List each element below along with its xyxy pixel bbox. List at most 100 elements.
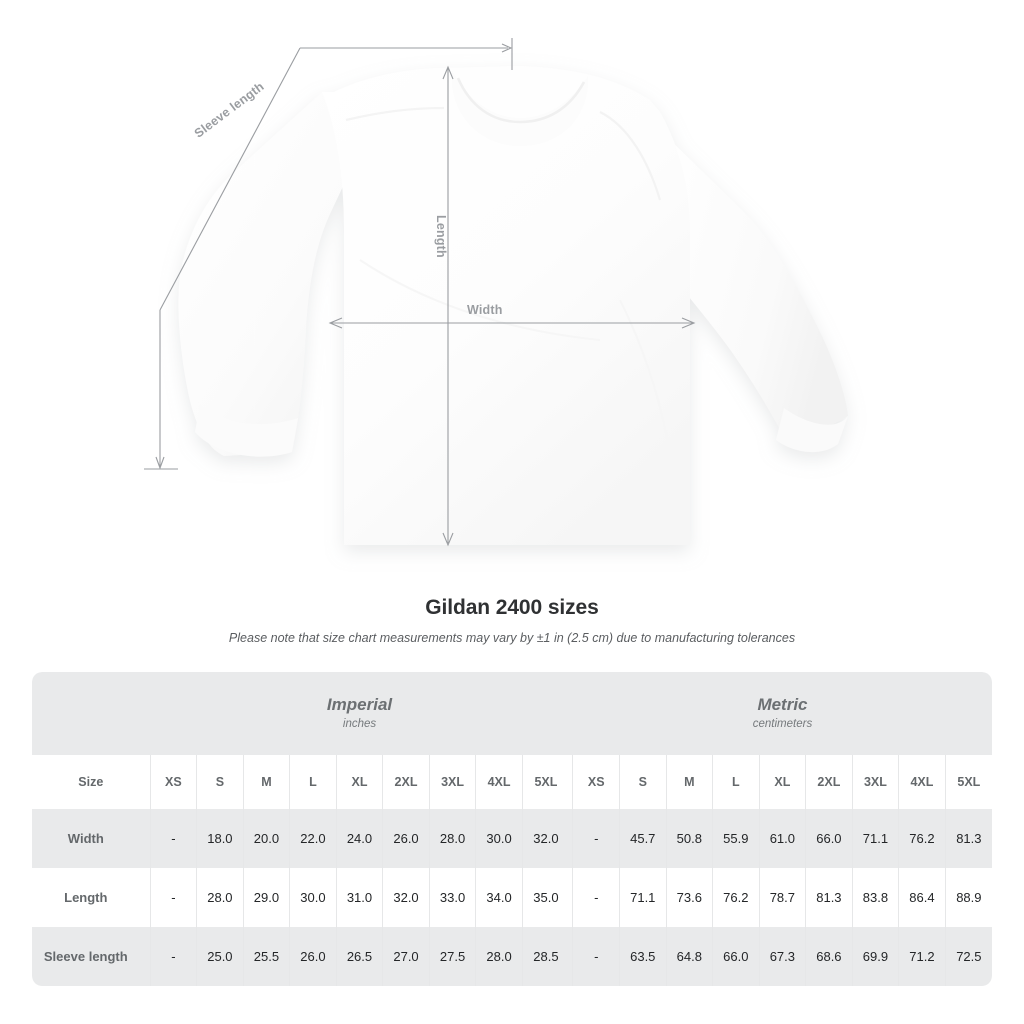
left-cuff	[195, 404, 298, 457]
cell-length-imperial-l: 30.0	[289, 868, 337, 927]
cell-sleeve-length-metric-l: 66.0	[712, 927, 760, 986]
length-label: Length	[434, 215, 448, 258]
cell-width-metric-l: 55.9	[712, 809, 760, 868]
cell-length-imperial-2xl: 32.0	[382, 868, 430, 927]
length-arrowhead-up	[442, 65, 454, 80]
collar-inner	[456, 77, 586, 124]
size-header-metric-5xl: 5XL	[944, 755, 992, 809]
unit-spacer-cell	[32, 672, 151, 755]
cell-sleeve-length-metric-s: 63.5	[619, 927, 667, 986]
shoulder-fold-left	[345, 106, 445, 122]
unit-name-metric: Metric	[757, 695, 808, 715]
table-row: Width -18.0 20.0 22.0 24.0 26.0 28.0 30.0 32.0-4…	[32, 809, 992, 868]
dimension-lines	[144, 38, 696, 547]
cell-sleeve-length-imperial-l: 26.0	[289, 927, 337, 986]
cell-sleeve-length-imperial-xl: 26.5	[335, 927, 383, 986]
unit-gap-cell	[568, 672, 573, 755]
size-chart-table: Imperial inches Metric centimeters Size XS S M L…	[32, 672, 992, 986]
length-arrowhead-down	[442, 532, 454, 547]
cell-sleeve-length-imperial-3xl: 27.5	[428, 927, 476, 986]
cell-length-metric-s: 71.1	[619, 868, 667, 927]
cell-sleeve-length-metric-3xl: 69.9	[851, 927, 899, 986]
cell-sleeve-length-metric-4xl: 71.2	[898, 927, 946, 986]
cell-width-imperial-4xl: 30.0	[475, 809, 523, 868]
cell-length-metric-5xl: 88.9	[944, 868, 992, 927]
size-header-imperial-2xl: 2XL	[382, 755, 430, 809]
cell-width-imperial-xl: 24.0	[335, 809, 383, 868]
unit-header-row: Imperial inches Metric centimeters	[32, 672, 992, 755]
cell-sleeve-length-imperial-4xl: 28.0	[475, 927, 523, 986]
size-header-gap	[568, 755, 573, 809]
unit-sub-imperial: inches	[342, 717, 377, 730]
row-label-sleeve-length: Sleeve length	[32, 927, 151, 986]
cell-width-imperial-2xl: 26.0	[382, 809, 430, 868]
body-fold-1	[359, 259, 601, 341]
left-sleeve	[178, 92, 360, 456]
table-row: Sleeve length -25.0 25.5 26.0 26.5 27.0 27.5 28…	[32, 927, 992, 986]
row-gap-cell	[568, 868, 573, 927]
cell-width-metric-5xl: 81.3	[944, 809, 992, 868]
cell-width-imperial-m: 20.0	[242, 809, 290, 868]
unit-cell-metric: Metric centimeters	[572, 672, 992, 755]
garment-illustration: Sleeve length Length Width	[144, 38, 848, 547]
cell-sleeve-length-imperial-s: 25.0	[196, 927, 244, 986]
size-header-row: Size XS S M L XL 2XL 3XL 4XL 5XL XS S M L XL 2XL 3XL 4XL 5…	[32, 755, 992, 809]
cell-width-metric-xl: 61.0	[758, 809, 806, 868]
right-cuff	[776, 408, 848, 453]
tshirt-diagram	[144, 38, 848, 547]
sleeve-length-dimension	[144, 38, 513, 470]
cell-width-metric-xs: -	[572, 809, 620, 868]
length-dimension	[442, 65, 454, 547]
unit-sub-metric: centimeters	[752, 717, 813, 730]
cell-sleeve-length-metric-xl: 67.3	[758, 927, 806, 986]
size-header-label: Size	[32, 755, 151, 809]
cell-width-metric-m: 50.8	[665, 809, 713, 868]
cell-length-metric-4xl: 86.4	[898, 868, 946, 927]
cell-length-metric-xs: -	[572, 868, 620, 927]
size-header-metric-xs: XS	[572, 755, 620, 809]
cell-width-imperial-xs: -	[149, 809, 197, 868]
size-header-imperial-m: M	[242, 755, 290, 809]
cell-length-imperial-s: 28.0	[196, 868, 244, 927]
cell-sleeve-length-imperial-2xl: 27.0	[382, 927, 430, 986]
chart-header: Gildan 2400 sizes Please note that size …	[0, 596, 1024, 645]
size-header-metric-l: L	[712, 755, 760, 809]
cell-length-imperial-3xl: 33.0	[428, 868, 476, 927]
sleeve-diagonal	[159, 47, 301, 311]
table-row: Length -28.0 29.0 30.0 31.0 32.0 33.0 34.0 35.0-…	[32, 868, 992, 927]
cell-sleeve-length-metric-xs: -	[572, 927, 620, 986]
size-header-imperial-s: S	[196, 755, 244, 809]
cell-width-imperial-3xl: 28.0	[428, 809, 476, 868]
cell-length-metric-3xl: 83.8	[851, 868, 899, 927]
size-header-imperial-5xl: 5XL	[521, 755, 569, 809]
width-label: Width	[467, 303, 503, 317]
unit-cell-imperial: Imperial inches	[150, 672, 569, 755]
width-arrowhead-left	[328, 317, 343, 329]
size-header-metric-2xl: 2XL	[805, 755, 853, 809]
size-header-imperial-xs: XS	[149, 755, 197, 809]
cell-width-metric-3xl: 71.1	[851, 809, 899, 868]
size-header-metric-xl: XL	[758, 755, 806, 809]
row-gap-cell	[568, 809, 573, 868]
shoulder-fold-right	[599, 111, 662, 201]
cell-width-imperial-l: 22.0	[289, 809, 337, 868]
cell-length-imperial-xl: 31.0	[335, 868, 383, 927]
garment-body	[178, 66, 848, 545]
row-gap-cell	[568, 927, 573, 986]
cell-length-metric-l: 76.2	[712, 868, 760, 927]
cell-length-imperial-xs: -	[149, 868, 197, 927]
cell-length-imperial-5xl: 35.0	[521, 868, 569, 927]
cell-sleeve-length-metric-2xl: 68.6	[805, 927, 853, 986]
tolerance-note: Please note that size chart measurements…	[228, 631, 796, 645]
size-header-imperial-xl: XL	[335, 755, 383, 809]
width-dimension	[328, 317, 696, 329]
size-chart-table-container: Imperial inches Metric centimeters Size XS S M L…	[32, 672, 992, 986]
width-arrowhead-right	[681, 317, 696, 329]
cell-width-imperial-s: 18.0	[196, 809, 244, 868]
row-label-length: Length	[32, 868, 151, 927]
sleeve-arrowhead-down	[155, 456, 165, 470]
cell-length-metric-xl: 78.7	[758, 868, 806, 927]
page-title: Gildan 2400 sizes	[425, 596, 599, 619]
cell-width-imperial-5xl: 32.0	[521, 809, 569, 868]
sleeve-arrowhead-right	[501, 43, 513, 53]
